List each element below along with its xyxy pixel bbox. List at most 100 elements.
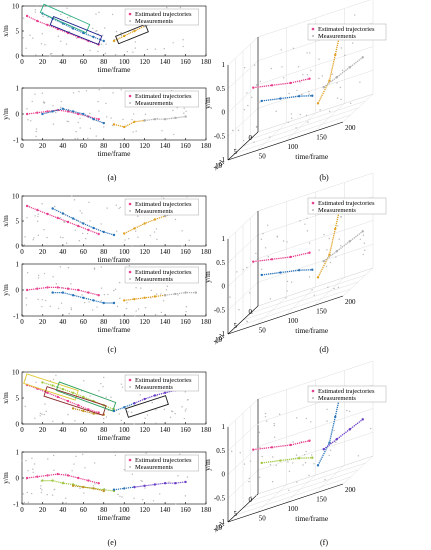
a-bottom-measurement-point <box>98 89 101 91</box>
f-measurement-point <box>369 428 372 430</box>
e-top-xtick-label: 60 <box>80 426 88 434</box>
b-measurement-point <box>310 69 312 71</box>
d-measurement-point <box>229 296 231 298</box>
c-bottom-measurement-point <box>118 281 121 284</box>
e-top-measurement-point <box>103 376 105 379</box>
c-top-measurement-point <box>161 196 163 198</box>
a-bottom-measurement-point <box>77 137 79 140</box>
c-bottom-measurement-point <box>165 289 168 291</box>
b-measurement-point <box>318 58 320 60</box>
e-top-measurement-point <box>110 396 112 398</box>
b-legend-meas-marker <box>312 35 314 37</box>
e-top-measurement-point <box>118 413 120 415</box>
e-bottom-measurement-point <box>71 470 73 472</box>
f-measurement-point <box>271 481 274 483</box>
e-bottom-xtick-label: 20 <box>39 506 47 514</box>
d-legend-meas-marker <box>312 209 314 211</box>
a-bottom-series-point <box>92 118 95 121</box>
e-top-measurement-point <box>133 423 135 425</box>
f-measurement-point <box>250 495 252 498</box>
c-bottom-measurement-point <box>37 298 39 301</box>
d-measurement-point <box>251 312 253 315</box>
d-series-point <box>322 260 325 263</box>
a-bottom-xtick-label: 40 <box>59 142 67 150</box>
a-top-measurement-point <box>120 34 123 37</box>
b-grid-line <box>257 46 374 85</box>
a-bottom-measurement-point <box>120 89 122 91</box>
f-series-line <box>323 418 364 450</box>
a-bottom-series-point <box>133 120 136 124</box>
d-series-point <box>260 273 263 277</box>
c-bottom-measurement-point <box>160 293 162 295</box>
b-measurement-point <box>352 42 354 44</box>
a-top-measurement-point <box>22 37 24 39</box>
f-measurement-point <box>272 456 274 458</box>
c-top-series-point <box>61 212 65 215</box>
d-measurement-point <box>260 238 263 240</box>
e-bottom-series-point <box>174 482 177 485</box>
e-top-measurement-point <box>102 417 105 420</box>
c-bottom-xtick-label: 80 <box>100 318 108 326</box>
b-measurement-point <box>287 121 289 124</box>
f-series-point <box>335 438 338 441</box>
a-bottom-series-point <box>174 116 177 120</box>
e-bottom-measurement-point <box>94 483 96 485</box>
d-series-point <box>311 268 314 271</box>
c-top-series-point <box>56 216 59 220</box>
c-bottom-ytick-label: 1 <box>16 261 20 269</box>
c-bottom-measurement-point <box>88 301 90 303</box>
e-bottom-legend-meas-label: Measurements <box>135 464 173 471</box>
b-grid-line <box>235 114 351 154</box>
f-measurement-point <box>305 450 307 453</box>
c-top-measurement-point <box>118 207 120 210</box>
c-top-measurement-point <box>65 242 68 244</box>
a-bottom-measurement-point <box>35 128 38 130</box>
f-ttick-label: 200 <box>345 486 356 494</box>
c-top-measurement-point <box>153 231 156 233</box>
f-ztick-label: -0.5 <box>214 494 226 502</box>
a-bottom-series-point <box>82 112 85 116</box>
f-measurement-point <box>296 481 298 483</box>
e-bottom-measurement-point <box>53 454 55 457</box>
e-top-highlight-box <box>55 381 117 412</box>
a-bottom-series-point <box>102 121 105 125</box>
e-top-measurement-point <box>74 420 76 422</box>
c-bottom-measurement-point <box>96 306 98 308</box>
e-bottom-measurement-point <box>141 498 144 501</box>
e-bottom-xtick-label: 120 <box>139 506 150 514</box>
a-bottom-measurement-point <box>27 119 29 121</box>
c-bottom-measurement-point <box>155 293 158 295</box>
d-axis-edge <box>227 295 344 335</box>
b-measurement-point <box>247 104 249 107</box>
f-legend-traj-marker <box>311 389 315 393</box>
c-bottom-xtick-label: 20 <box>39 318 47 326</box>
b-measurement-point <box>353 14 356 16</box>
c-top-series-point <box>25 204 29 208</box>
b-measurement-point <box>243 66 246 69</box>
a-top-measurement-point <box>42 15 44 18</box>
e-top-measurement-point <box>127 410 129 413</box>
a-top-measurement-point <box>60 13 62 16</box>
e-bottom-xtick-label: 0 <box>20 506 24 514</box>
b-measurement-point <box>295 127 297 129</box>
e-bottom-series-point <box>61 482 65 485</box>
d-series-line <box>261 269 313 276</box>
a-bottom-measurement-point <box>26 108 28 110</box>
e-top-measurement-point <box>139 394 141 396</box>
c-top-measurement-point <box>156 238 158 240</box>
a-bottom-xtick-label: 120 <box>139 142 150 150</box>
c-bottom-measurement-point <box>68 312 70 315</box>
c-bottom-measurement-point <box>49 305 51 308</box>
a-top-legend-meas-label: Measurements <box>135 18 173 25</box>
b-series-point <box>270 84 274 87</box>
e-top-xtick-label: 160 <box>180 426 191 434</box>
b-measurement-point <box>307 121 309 123</box>
e-bottom-measurement-point <box>25 460 27 462</box>
c-top-measurement-point <box>186 196 188 198</box>
c-bottom-legend-meas-marker <box>129 278 132 280</box>
b-axis-edge <box>227 121 344 161</box>
b-ztick-label: -1 <box>219 156 225 164</box>
c-top-measurement-point <box>78 240 81 242</box>
b-measurement-point <box>305 114 308 117</box>
a-bottom-measurement-point <box>112 92 114 94</box>
